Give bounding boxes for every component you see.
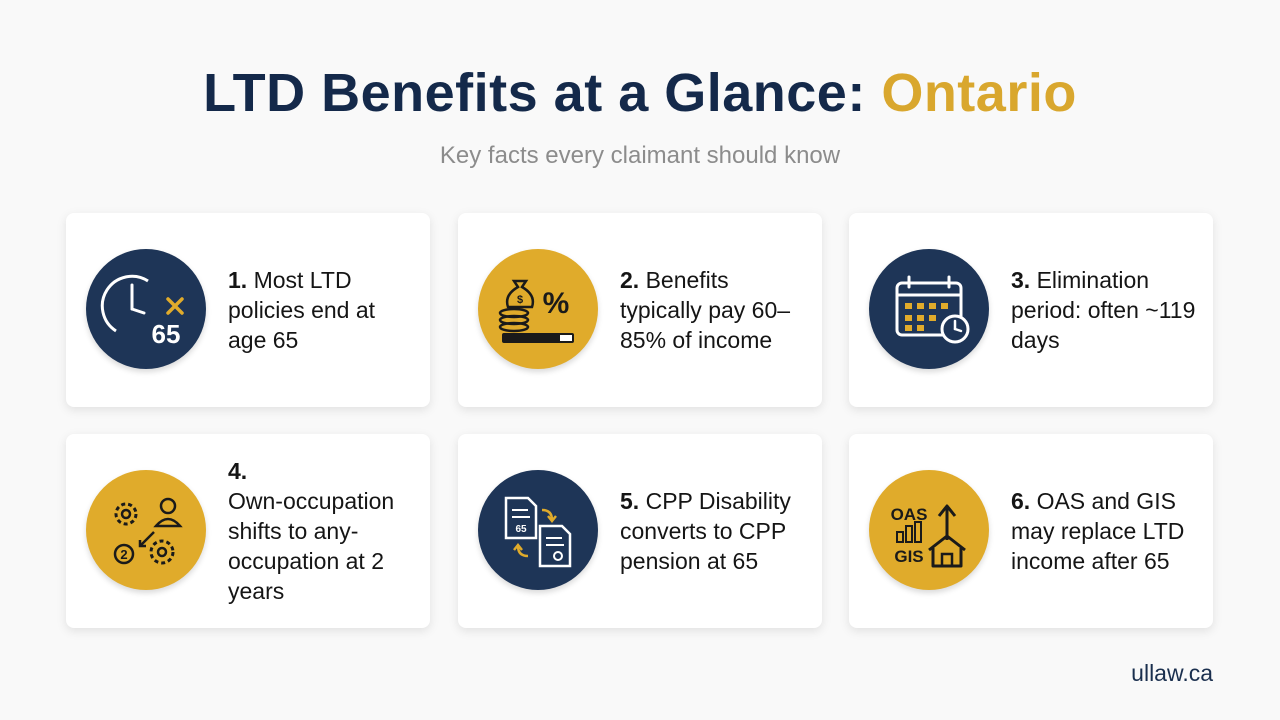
icon-label-gis: GIS [894, 547, 923, 566]
fact-card-2: $ % 2. Benefits typically pay 60–85% of … [458, 213, 822, 407]
card-number: 5. [620, 488, 640, 514]
fact-card-6: OAS GIS 6. OAS and GIS may replace LTD i… [849, 434, 1213, 628]
card-number: 2. [620, 267, 640, 293]
card-text: Own-occupation shifts to any-occupation … [228, 488, 395, 604]
fact-card-5: 65 5. CPP Disability converts to CPP pen… [458, 434, 822, 628]
gears-person-icon: 2 [86, 470, 206, 590]
title-accent: Ontario [881, 63, 1077, 123]
icon-label: 65 [515, 524, 527, 535]
card-number: 4. [228, 458, 248, 484]
card-number: 1. [228, 267, 248, 293]
card-text: Most LTD policies end at age 65 [228, 267, 376, 353]
fact-card-1: 65 1. Most LTD policies end at age 65 [66, 213, 430, 407]
footer-site: ullaw.ca [1131, 660, 1213, 686]
card-text: OAS and GIS may replace LTD income after… [1011, 488, 1185, 574]
svg-text:$: $ [517, 294, 523, 306]
documents-convert-icon: 65 [478, 470, 598, 590]
card-number: 6. [1011, 488, 1031, 514]
calendar-clock-icon [869, 249, 989, 369]
money-bag-percent-icon: $ % [478, 249, 598, 369]
fact-card-4: 2 4. Own-occupation shifts to any-occupa… [66, 434, 430, 628]
card-text: Benefits typically pay 60–85% of income [620, 267, 791, 353]
oas-gis-house-icon: OAS GIS [869, 470, 989, 590]
title-main: LTD Benefits at a Glance: [203, 63, 882, 123]
page-title: LTD Benefits at a Glance: Ontario [0, 62, 1280, 124]
icon-label: 2 [120, 547, 127, 562]
page-subtitle: Key facts every claimant should know [439, 142, 841, 169]
clock-65-icon: 65 [86, 249, 206, 369]
card-text: CPP Disability converts to CPP pension a… [620, 488, 791, 574]
icon-label: % [543, 287, 570, 320]
fact-card-3: 3. Elimination period: often ~119 days [849, 213, 1213, 407]
card-text: Elimination period: often ~119 days [1011, 267, 1196, 353]
icon-label-oas: OAS [891, 505, 928, 524]
card-number: 3. [1011, 267, 1031, 293]
icon-label: 65 [152, 319, 181, 349]
